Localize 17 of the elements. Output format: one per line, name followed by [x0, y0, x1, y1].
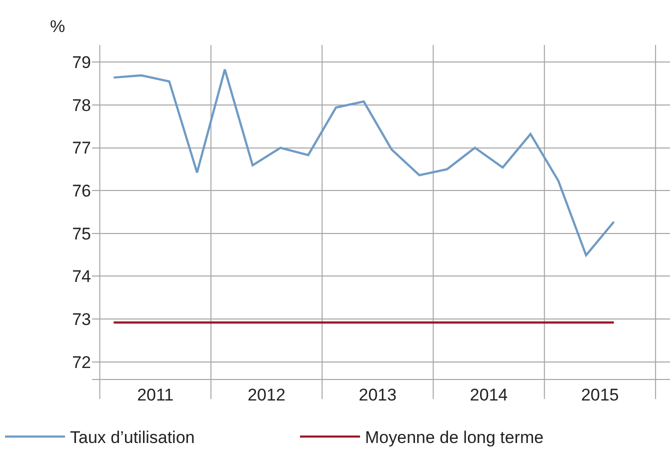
legend-label: Moyenne de long terme [365, 428, 544, 448]
y-axis-title: % [50, 17, 66, 36]
y-tick-label: 78 [72, 96, 91, 115]
x-tick-label: 2014 [470, 385, 508, 404]
y-tick-label: 77 [72, 138, 91, 158]
x-tick-label: 2013 [358, 385, 397, 404]
legend-label: Taux d’utilisation [70, 428, 195, 448]
y-tick-label: 73 [72, 310, 91, 329]
y-tick-label: 76 [72, 182, 91, 201]
y-tick-label: 79 [72, 53, 91, 72]
y-tick-label: 72 [72, 352, 91, 372]
y-tick-label: 75 [72, 224, 91, 244]
x-tick-label: 2011 [137, 385, 174, 404]
x-tick-label: 2015 [581, 385, 619, 404]
x-tick-label: 2012 [248, 385, 286, 404]
y-tick-label: 74 [72, 267, 91, 286]
line-series [112, 68, 615, 256]
